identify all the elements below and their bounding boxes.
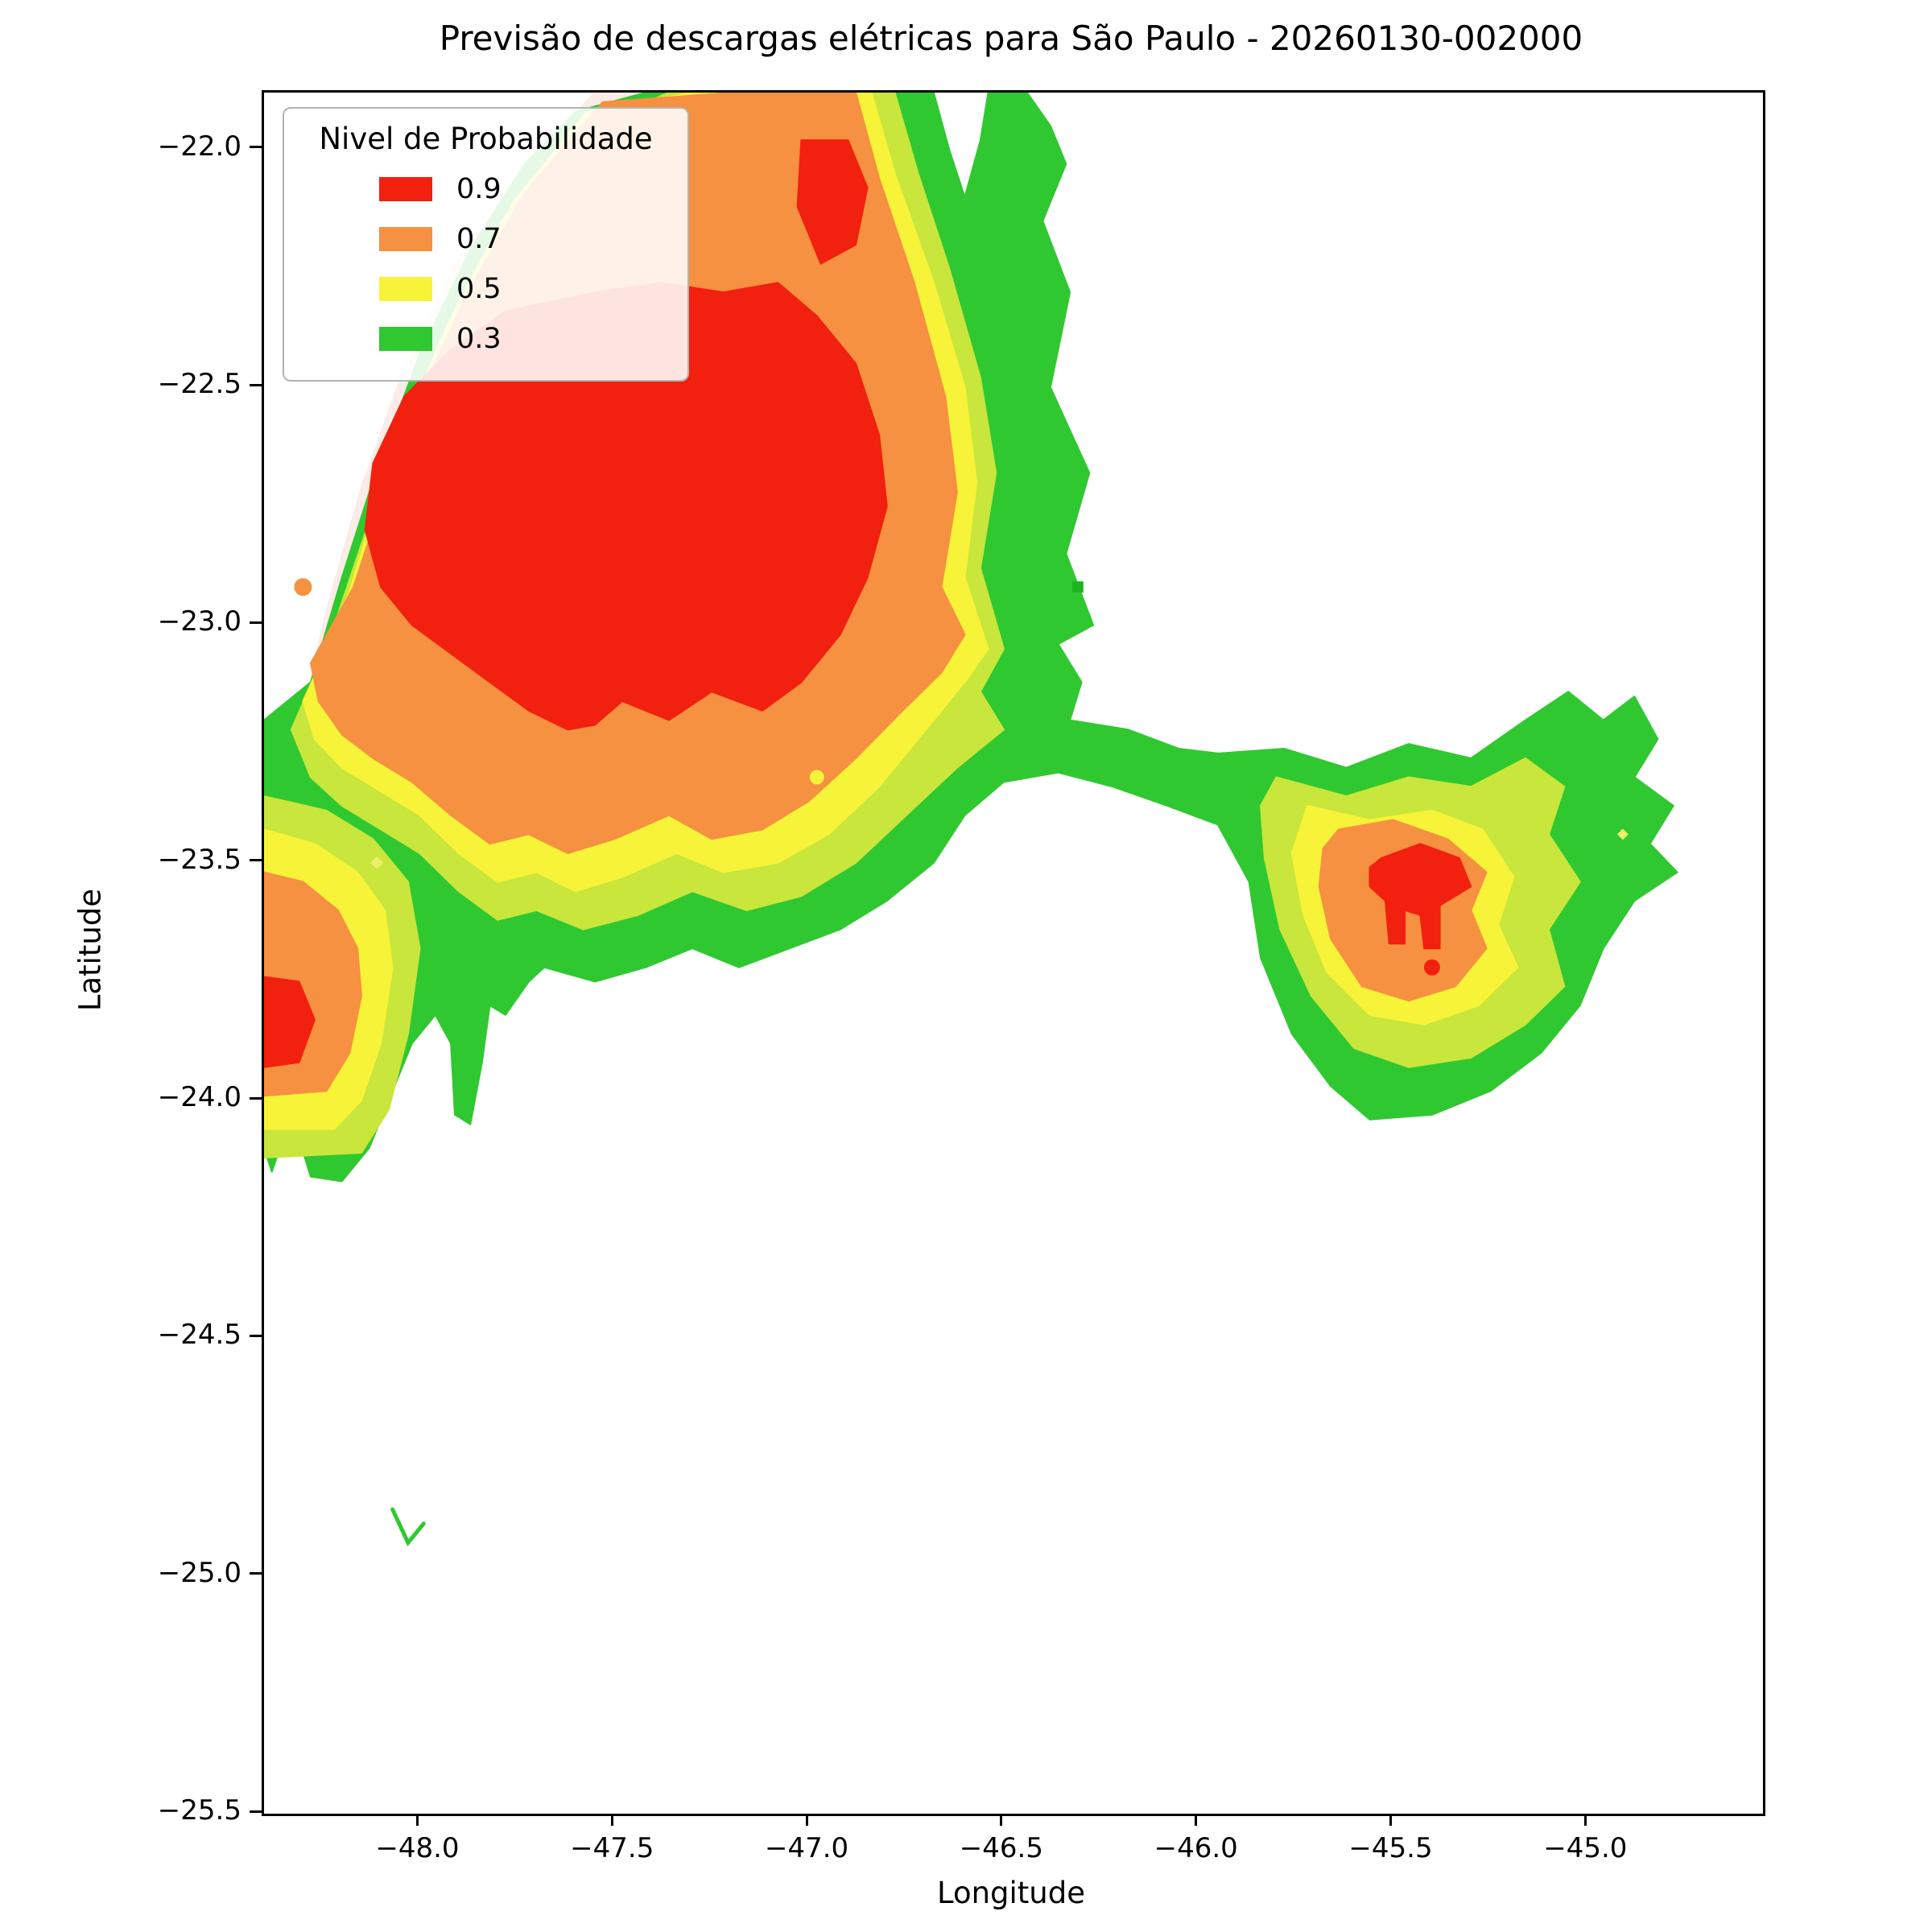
legend-entry-0-3: 0.3 [300, 314, 671, 364]
y-tick-label: −25.5 [157, 1794, 242, 1827]
legend-entry-label: 0.3 [456, 323, 502, 355]
x-tick-label: −46.0 [1154, 1832, 1238, 1864]
x-tick-mark [415, 1814, 419, 1826]
legend-entry-label: 0.7 [456, 223, 502, 255]
contour-region-red-top-patch [796, 139, 869, 265]
y-tick-mark [250, 621, 262, 624]
marker-yellow-dot-center [809, 770, 824, 785]
legend-entry-0-5: 0.5 [300, 264, 671, 314]
x-tick-label: −45.0 [1543, 1832, 1628, 1864]
y-tick-label: −25.0 [157, 1556, 242, 1589]
x-tick-mark [610, 1814, 613, 1826]
chart-title: Previsão de descargas elétricas para São… [439, 19, 1583, 58]
legend: Nivel de Probabilidade 0.9 0.7 0.5 0.3 [283, 107, 689, 382]
y-tick-mark [250, 383, 262, 386]
x-tick-label: −47.5 [570, 1832, 654, 1864]
marker-yellow-diamond-east-edge [1616, 828, 1629, 840]
y-tick-mark [250, 1334, 262, 1337]
y-tick-label: −23.0 [157, 605, 242, 638]
legend-entry-0-9: 0.9 [300, 164, 671, 214]
x-tick-mark [1389, 1814, 1393, 1826]
x-tick-label: −46.5 [959, 1832, 1043, 1864]
legend-entry-label: 0.5 [456, 273, 502, 305]
marker-orange-dot-west-edge [294, 578, 312, 597]
y-tick-mark [250, 146, 262, 149]
x-tick-label: −48.0 [375, 1832, 460, 1864]
legend-swatch-icon [379, 177, 432, 201]
y-axis-label: Latitude [72, 888, 108, 1012]
legend-entry-label: 0.9 [456, 173, 502, 205]
x-tick-mark [805, 1814, 808, 1826]
contour-region-east-red-core [1368, 843, 1472, 950]
y-tick-label: −22.0 [157, 130, 242, 163]
contour-region-sw-red-patch [264, 976, 316, 1068]
y-tick-mark [250, 859, 262, 862]
marker-green-check-south [390, 1507, 426, 1547]
y-tick-label: −24.5 [157, 1319, 242, 1352]
legend-swatch-icon [379, 277, 432, 301]
y-tick-label: −24.0 [157, 1081, 242, 1114]
legend-entry-0-7: 0.7 [300, 214, 671, 264]
marker-yellowgreen-diamond-sw [370, 856, 384, 869]
y-tick-label: −22.5 [157, 368, 242, 401]
y-tick-mark [250, 1810, 262, 1813]
x-tick-mark [1000, 1814, 1003, 1826]
marker-red-dot-east [1423, 959, 1440, 976]
x-tick-label: −47.0 [764, 1832, 849, 1864]
y-tick-label: −23.5 [157, 843, 242, 876]
legend-swatch-icon [379, 227, 432, 251]
x-tick-mark [1195, 1814, 1198, 1826]
legend-title: Nivel de Probabilidade [319, 122, 653, 156]
contour-plot [264, 93, 1678, 1547]
marker-green-square-right-edge [1071, 581, 1084, 593]
legend-swatch-icon [379, 327, 432, 351]
contour-region-red-main [364, 282, 888, 731]
y-tick-mark [250, 1572, 262, 1575]
plot-area: Nivel de Probabilidade 0.9 0.7 0.5 0.3 [262, 90, 1765, 1816]
legend-entries: 0.9 0.7 0.5 0.3 [300, 164, 671, 364]
x-tick-mark [1583, 1814, 1587, 1826]
y-tick-mark [250, 1096, 262, 1100]
x-axis-label: Longitude [936, 1876, 1086, 1910]
x-tick-label: −45.5 [1348, 1832, 1433, 1864]
